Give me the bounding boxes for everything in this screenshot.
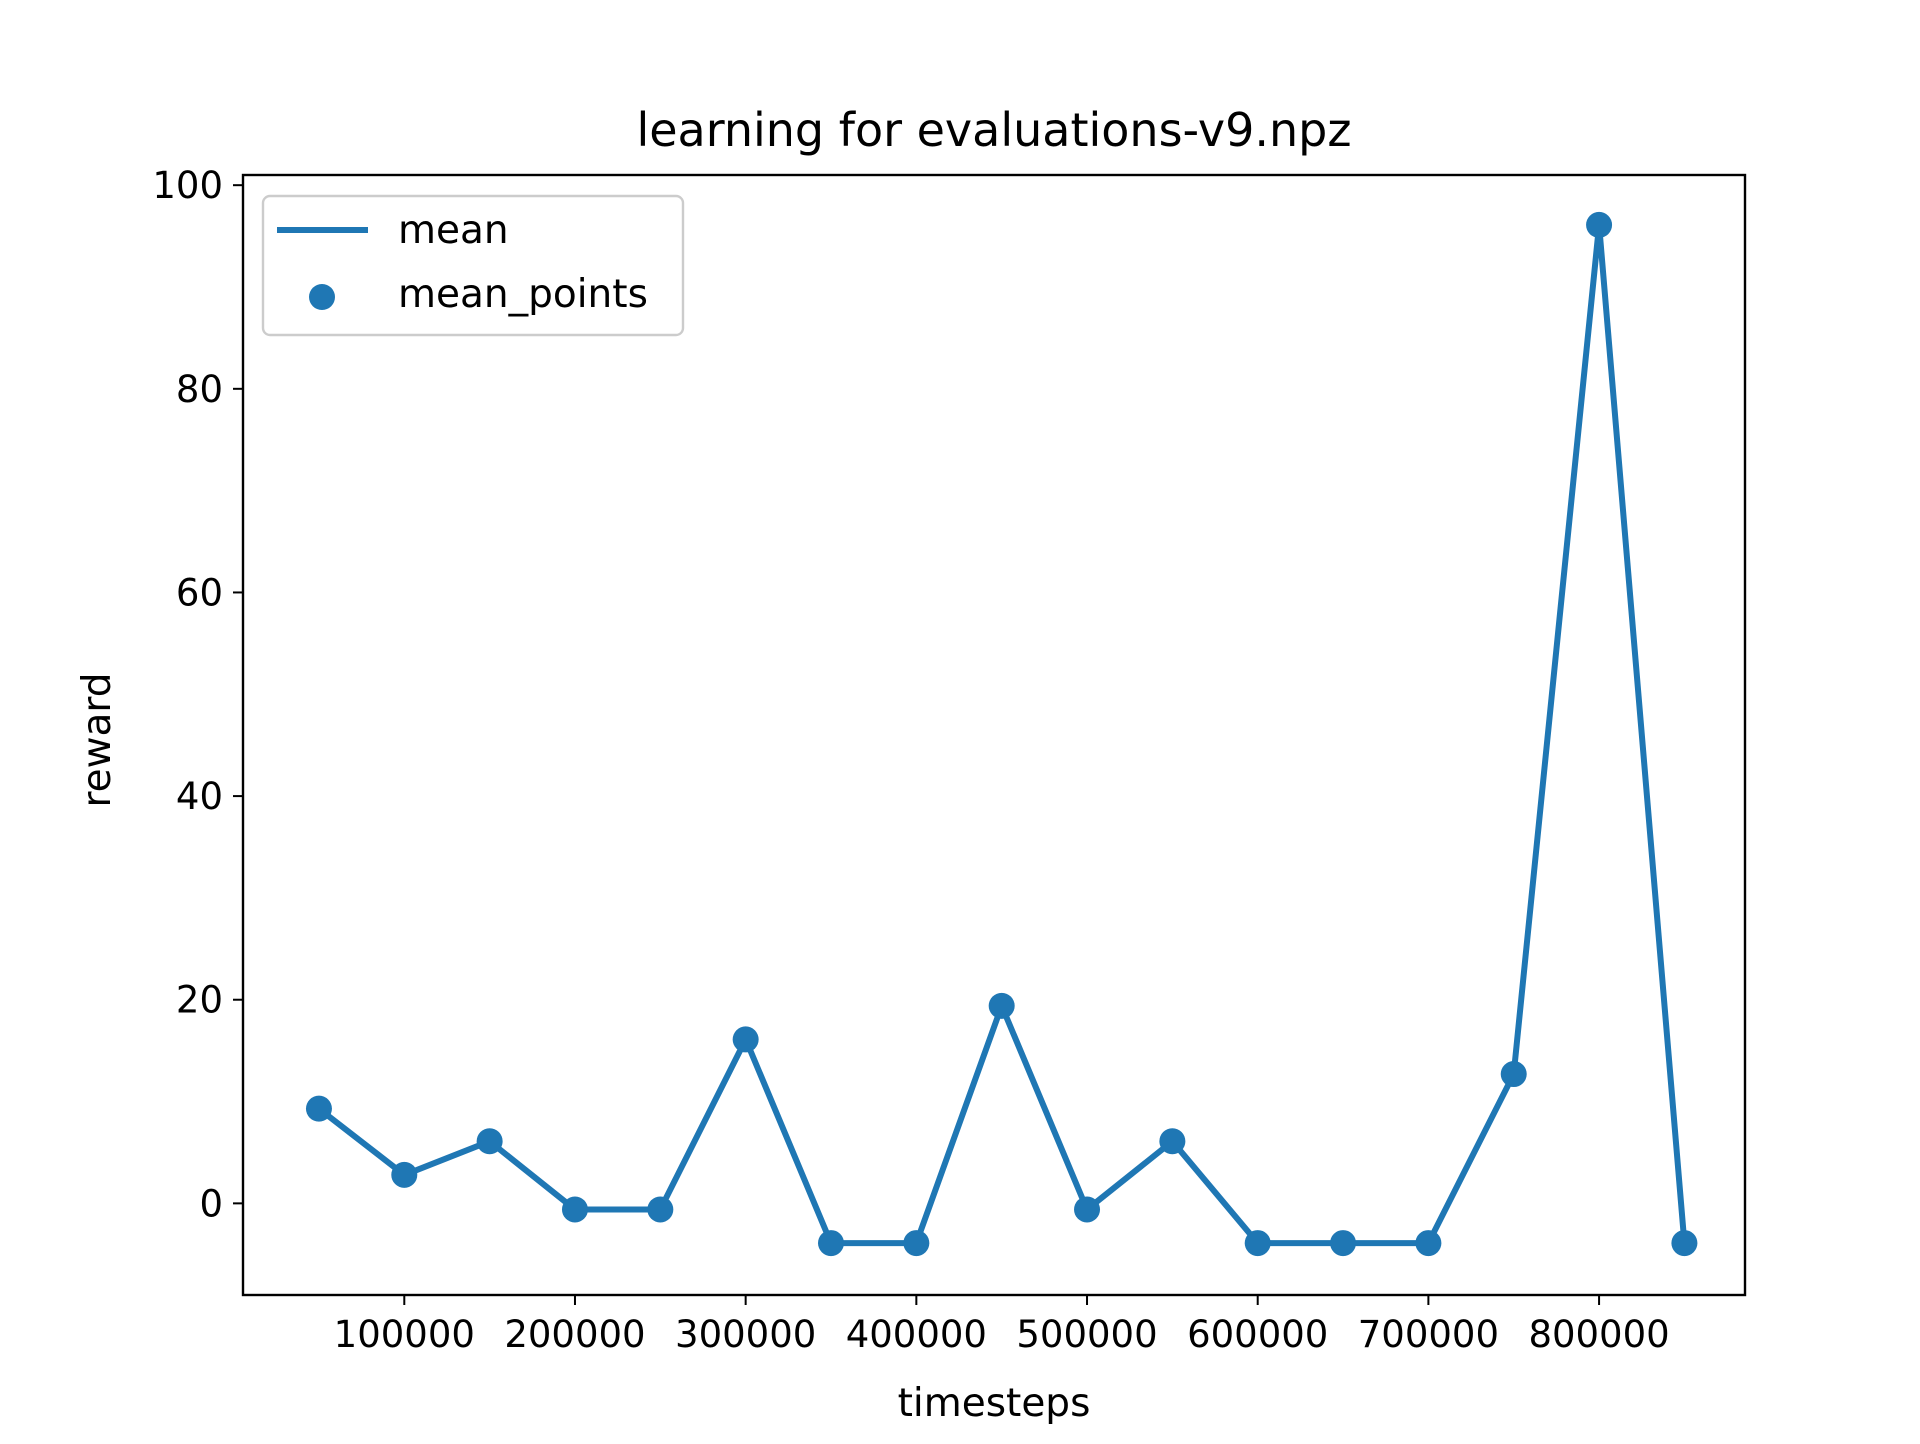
- y-axis-label: reward: [75, 672, 120, 807]
- legend: mean mean_points: [261, 194, 685, 337]
- y-tick-label: 20: [176, 979, 223, 1022]
- mean-point: [561, 1196, 588, 1223]
- mean-point: [1159, 1128, 1186, 1155]
- mean-point: [903, 1230, 930, 1257]
- series-layer: [305, 211, 1698, 1257]
- y-axis-ticks: 0 20 40 60 80 100: [152, 164, 243, 1225]
- mean-point: [817, 1230, 844, 1257]
- x-tick-label: 200000: [504, 1313, 645, 1356]
- mean-point: [988, 992, 1015, 1019]
- mean-point: [1074, 1196, 1101, 1223]
- y-tick-label: 60: [176, 571, 223, 614]
- x-axis-ticks: 100000 200000 300000 400000 500000 600000 7000…: [334, 1295, 1670, 1356]
- x-tick-label: 600000: [1187, 1313, 1328, 1356]
- mean-point: [1244, 1230, 1271, 1257]
- mean-point: [1586, 211, 1613, 238]
- x-tick-label: 800000: [1528, 1313, 1669, 1356]
- legend-mean-label: mean: [398, 208, 509, 253]
- y-tick-label: 0: [199, 1182, 223, 1225]
- x-tick-label: 300000: [675, 1313, 816, 1356]
- mean-point: [476, 1128, 503, 1155]
- y-tick-label: 80: [176, 368, 223, 411]
- mean-point: [647, 1196, 674, 1223]
- x-tick-label: 700000: [1358, 1313, 1499, 1356]
- plot-area-frame: [241, 173, 1747, 1297]
- mean-point: [1330, 1230, 1357, 1257]
- chart-title: learning for evaluations-v9.npz: [636, 103, 1351, 157]
- mean-point: [1671, 1230, 1698, 1257]
- x-axis-label: timesteps: [898, 1381, 1091, 1426]
- x-tick-label: 100000: [334, 1313, 475, 1356]
- mean-point: [305, 1095, 332, 1122]
- y-tick-label: 40: [176, 775, 223, 818]
- x-tick-label: 500000: [1016, 1313, 1157, 1356]
- legend-mean-points-label: mean_points: [398, 272, 648, 317]
- mean-point: [391, 1161, 418, 1188]
- mean-point: [1415, 1230, 1442, 1257]
- mean-point: [1500, 1061, 1527, 1088]
- mean-point: [732, 1026, 759, 1053]
- legend-mean-points-swatch: [309, 284, 335, 310]
- x-tick-label: 400000: [846, 1313, 987, 1356]
- y-tick-label: 100: [152, 164, 223, 207]
